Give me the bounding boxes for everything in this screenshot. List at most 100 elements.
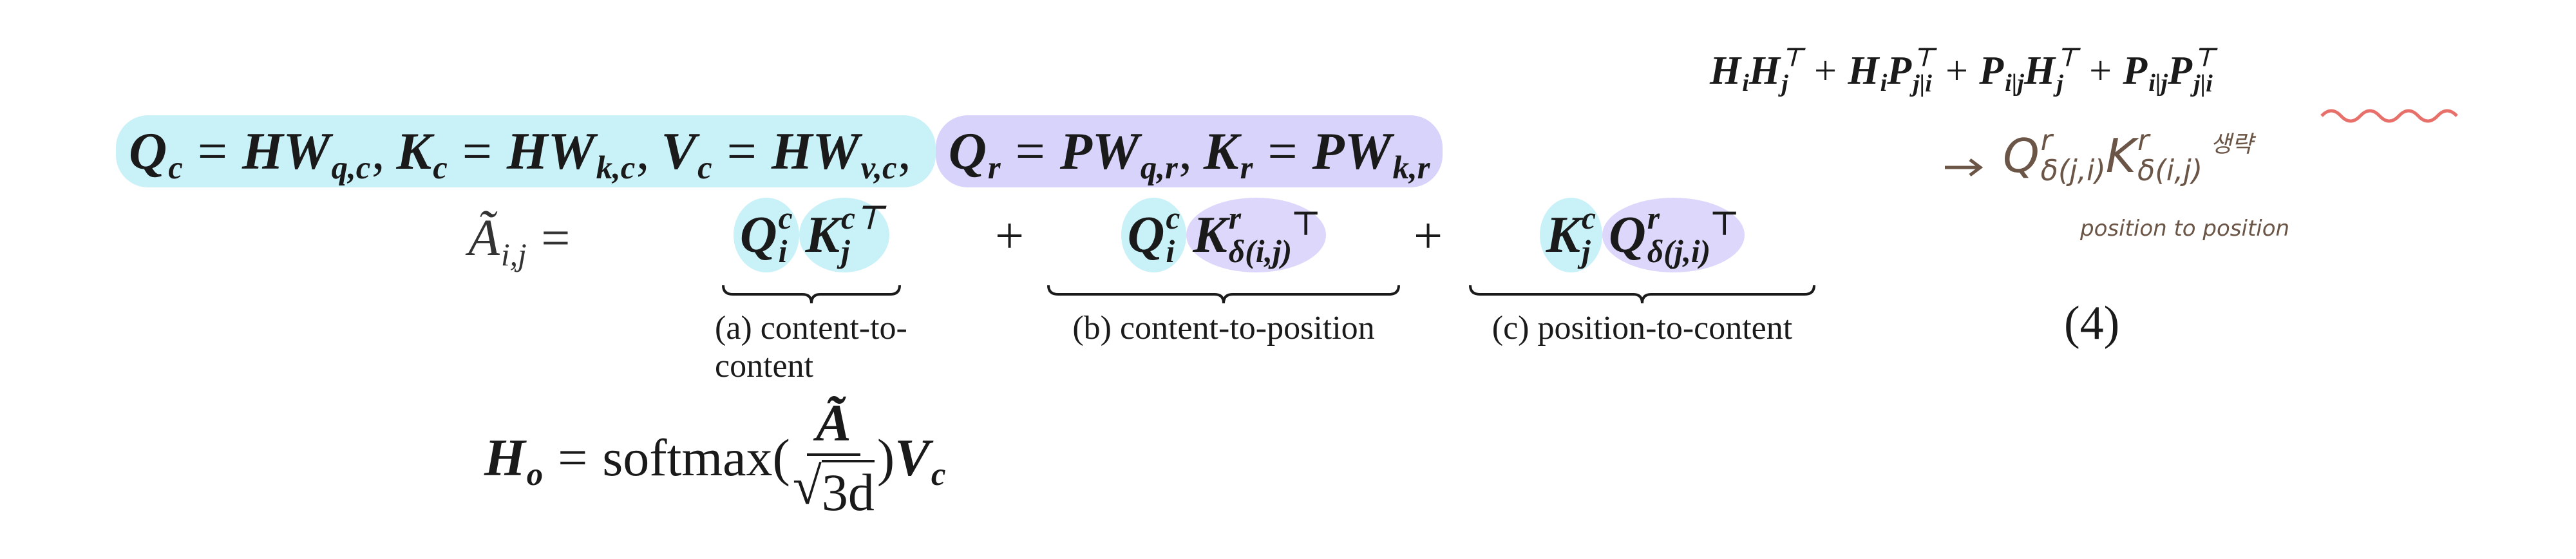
math-term: P ⊤ j|i [2168,45,2215,97]
numerator: Ã [807,393,860,456]
scripts: c [433,118,448,185]
symbol: Q [2003,128,2040,183]
subscript: r [1240,149,1253,185]
scripts: v,c [861,118,897,185]
subscript: o [526,455,544,492]
symbol: Q [1127,206,1165,263]
operator: + [2089,48,2112,93]
subscript: k,c [596,149,636,185]
math-term: PW q,r [1060,118,1178,185]
subscript: r [987,149,1001,185]
symbol: K [1546,206,1580,263]
symbol: K [1193,206,1227,263]
subscript: j [1581,234,1591,269]
radicand: 3d [821,460,875,523]
symbol: P [2123,48,2148,93]
brace-path [1469,285,1815,304]
superscript [861,118,897,151]
symbol: H [484,428,526,487]
underbrace [1469,285,1815,304]
superscript [1742,46,1749,70]
superscript: c [778,200,793,236]
scripts: o [527,424,543,491]
superscript [433,118,448,151]
scripts: i|j [2005,46,2024,97]
superscript [168,118,183,151]
plus: + [1414,208,1443,265]
operator: + [1945,48,1968,93]
operator: = [1015,122,1045,180]
comma: , [1179,122,1192,180]
symbol: K [2105,128,2136,183]
scripts: r δ(j,i) [2041,126,2106,186]
underbrace [1047,285,1400,304]
comma: , [898,122,911,180]
subscript: i|j [2005,70,2024,97]
superscript [1141,118,1178,151]
superscript: ⊤ [1710,205,1739,242]
subscript: i [778,234,788,269]
superscript [501,206,527,238]
symbol: Q [948,122,987,180]
subscript: k,r [1392,149,1430,185]
symbol: H [1710,48,1741,93]
scripts: ⊤ j [2056,45,2078,97]
superscript: ⊤ [2193,44,2215,71]
subscript: c [697,149,712,185]
superscript [1880,46,1888,70]
math-term: P ⊤ j|i [1887,45,1934,97]
subscript: δ(j,i) [2040,153,2106,187]
subscript: i|j [2148,70,2168,97]
math-term: H ⊤ j [1749,45,1803,97]
symbol: V [661,122,697,180]
scripts: i [1742,46,1749,97]
subscript: i,j [500,236,527,272]
subscript: δ(i,j) [1228,234,1293,269]
symbol: HW [242,122,330,180]
scripts: r δ(j,i) [1647,201,1710,269]
subscript: δ(i,j) [2137,153,2203,187]
superscript [931,424,946,457]
subscript: v,c [860,149,897,185]
scripts: r δ(i,j) [2137,126,2202,186]
scripts: ⊤ j|i [1913,45,1934,97]
scripts: i,j [501,206,527,272]
symbol: K [396,122,432,180]
subscript: j|i [2193,70,2213,98]
superscript: ⊤ [1913,44,1935,71]
subscript: j|i [1913,70,1932,98]
symbol: H [2023,48,2056,93]
scripts: i|j [2148,46,2168,97]
comma: , [371,122,385,180]
operator: = [462,122,492,180]
superscript [1393,118,1430,151]
operator: = [541,210,571,267]
scripts: ⊤ j|i [2193,45,2215,97]
symbol: HW [771,122,860,180]
scripts: r δ(i,j) [1228,201,1293,269]
equation-number: (4) [2064,297,2120,350]
radical: √ [792,457,822,515]
subscript: i [1166,234,1175,269]
symbol: P [2168,48,2192,93]
superscript [596,118,636,151]
symbol: Ã [468,210,500,267]
superscript: c [1166,200,1180,236]
symbol: PW [1312,122,1392,180]
